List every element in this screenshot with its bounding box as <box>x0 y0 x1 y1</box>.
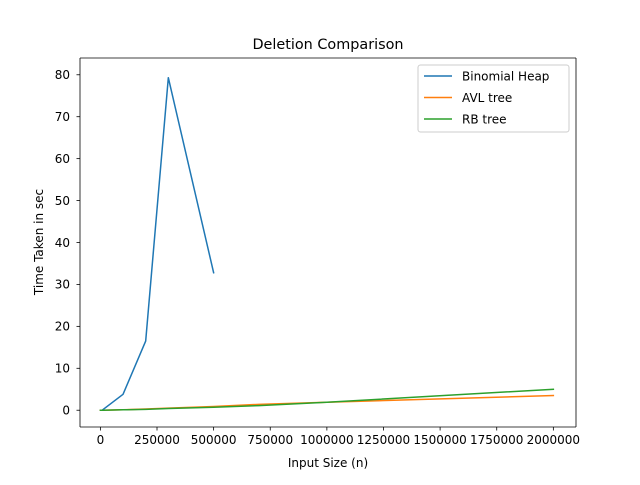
chart-title: Deletion Comparison <box>252 37 403 53</box>
x-axis-label: Input Size (n) <box>288 456 368 470</box>
x-tick-label: 2000000 <box>527 433 580 447</box>
legend-frame <box>417 64 570 133</box>
legend: Binomial Heap AVL tree RB tree <box>417 64 570 133</box>
x-tick-label: 0 <box>97 433 105 447</box>
y-tick-label: 50 <box>55 194 70 208</box>
y-tick-label: 40 <box>55 236 70 250</box>
series-line-0 <box>101 76 215 411</box>
x-tick-label: 250000 <box>134 433 180 447</box>
x-tick-label: 1250000 <box>357 433 410 447</box>
x-tick-label: 500000 <box>191 433 237 447</box>
y-tick-label: 30 <box>55 278 70 292</box>
y-axis-label: Time Taken in sec <box>32 189 46 296</box>
plot-area: 0 250000 500000 750000 1000000 1250000 1500000… <box>55 57 580 447</box>
y-tick-label: 70 <box>55 110 70 124</box>
x-tick-label: 750000 <box>247 433 293 447</box>
y-tick-label: 0 <box>62 404 70 418</box>
series-line-2 <box>99 388 555 411</box>
y-tick-label: 20 <box>55 320 70 334</box>
x-tick-label: 1500000 <box>413 433 466 447</box>
legend-entry-label: RB tree <box>462 112 507 126</box>
legend-entry-label: AVL tree <box>462 91 512 105</box>
y-tick-label: 80 <box>55 68 70 82</box>
x-tick-label: 1750000 <box>470 433 523 447</box>
x-tick-label: 1000000 <box>300 433 353 447</box>
y-tick-label: 60 <box>55 152 70 166</box>
legend-entry-label: Binomial Heap <box>462 69 549 83</box>
y-tick-label: 10 <box>55 362 70 376</box>
